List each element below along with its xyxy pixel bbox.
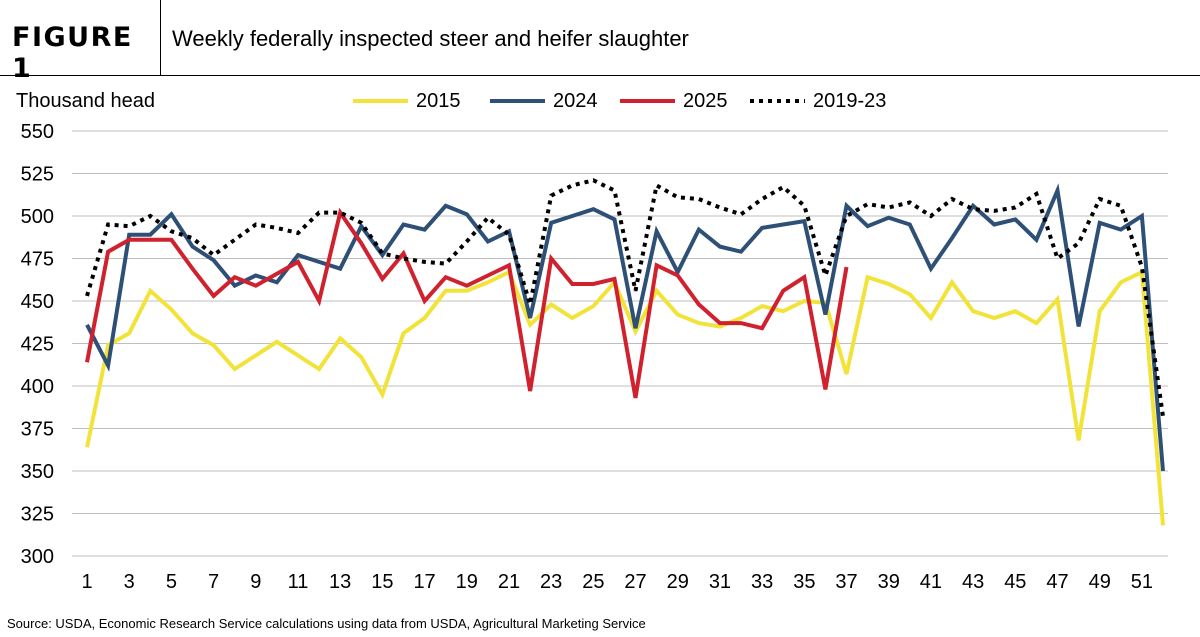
x-tick-31: 31 [709,571,731,593]
x-tick-39: 39 [878,571,900,593]
legend-label-2024: 2024 [553,90,598,112]
y-tick-350: 350 [21,461,54,483]
x-tick-29: 29 [667,571,689,593]
gridlines [72,130,1168,557]
x-tick-13: 13 [329,571,351,593]
series-line-2015 [85,269,1165,526]
x-tick-21: 21 [498,571,520,593]
series-line-2019-23 [85,178,1165,417]
y-axis-label: Thousand head [16,90,155,112]
series-lines [85,178,1165,526]
x-tick-27: 27 [624,571,646,593]
figure-label: FIGURE 1 [12,22,133,84]
y-tick-550: 550 [21,121,54,143]
figure-header: FIGURE 1 Weekly federally inspected stee… [0,0,1200,84]
x-tick-49: 49 [1089,571,1111,593]
y-tick-300: 300 [21,546,54,568]
figure-title: Weekly federally inspected steer and hei… [172,26,689,51]
x-tick-45: 45 [1004,571,1026,593]
y-tick-525: 525 [21,164,54,186]
x-tick-17: 17 [413,571,435,593]
x-tick-15: 15 [371,571,393,593]
line-chart: Thousand head 30032535037540042545047550… [16,90,1168,593]
x-tick-labels: 1 3 5 7 9 11 13 15 17 19 21 23 25 27 29 31 33 35 37 39 41 43 4… [81,571,1153,593]
x-tick-51: 51 [1131,571,1153,593]
x-tick-35: 35 [793,571,815,593]
legend-label-2019-23: 2019-23 [813,90,886,112]
x-tick-9: 9 [250,571,261,593]
x-tick-5: 5 [166,571,177,593]
x-tick-47: 47 [1046,571,1068,593]
y-tick-375: 375 [21,419,54,441]
legend-label-2015: 2015 [416,90,461,112]
legend: 2015 2024 2025 2019-23 [353,90,886,112]
x-tick-25: 25 [582,571,604,593]
x-tick-37: 37 [835,571,857,593]
x-tick-3: 3 [124,571,135,593]
y-tick-labels: 300 325 350 375 400 425 450 475 500 525 550 [21,121,54,568]
x-tick-7: 7 [208,571,219,593]
x-tick-43: 43 [962,571,984,593]
x-tick-19: 19 [456,571,478,593]
y-tick-425: 425 [21,334,54,356]
series-line-2025 [85,207,849,399]
x-tick-41: 41 [920,571,942,593]
y-tick-325: 325 [21,504,54,526]
x-tick-11: 11 [288,571,309,593]
y-tick-400: 400 [21,376,54,398]
x-tick-1: 1 [81,571,92,593]
figure-label-box: FIGURE 1 [0,0,161,84]
source-note: Source: USDA, Economic Research Service … [7,616,646,631]
x-tick-23: 23 [540,571,562,593]
y-tick-450: 450 [21,291,54,313]
y-tick-500: 500 [21,206,54,228]
x-tick-33: 33 [751,571,773,593]
legend-label-2025: 2025 [683,90,728,112]
y-tick-475: 475 [21,249,54,271]
